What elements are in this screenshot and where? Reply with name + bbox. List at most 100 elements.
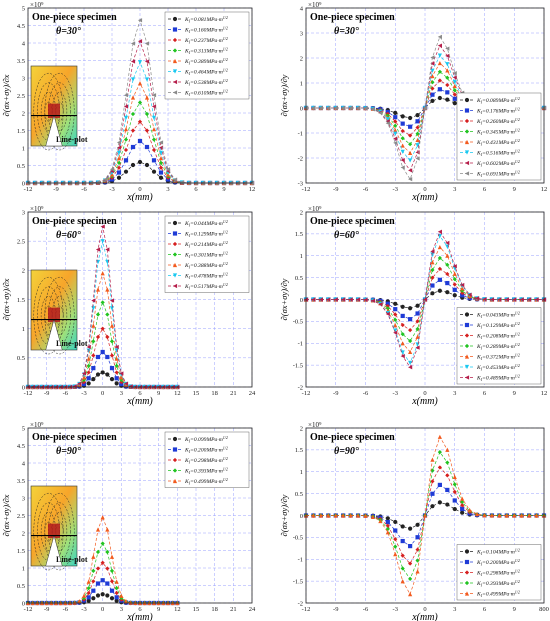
- data-point: [137, 100, 143, 105]
- legend-entry-label: KI=0.388MPa·m1/2: [184, 261, 228, 269]
- data-point: [311, 297, 316, 302]
- x-tick-label: -9: [333, 186, 338, 193]
- data-point: [123, 127, 129, 132]
- x-tick-label: -12: [302, 390, 311, 397]
- data-point: [415, 143, 420, 148]
- data-point: [105, 549, 110, 555]
- data-point: [452, 287, 457, 292]
- data-point: [95, 549, 101, 555]
- data-point: [474, 511, 480, 517]
- data-point: [116, 156, 122, 161]
- y-tick-label: -2: [298, 384, 303, 391]
- data-point: [415, 303, 420, 308]
- data-point: [123, 599, 129, 604]
- data-point: [114, 363, 119, 369]
- y-tick-label: 1.5: [17, 548, 25, 555]
- x-tick-label: 0: [138, 186, 141, 193]
- data-point: [504, 513, 509, 518]
- legend-entry-label: KI=0.208MPa·m1/2: [476, 332, 520, 340]
- y-tick-label: 2: [300, 425, 303, 432]
- legend-marker: [464, 570, 470, 575]
- data-point: [311, 513, 316, 518]
- data-point: [408, 177, 413, 182]
- x-tick-label: -3: [109, 186, 114, 193]
- x-tick-label: -12: [24, 606, 33, 613]
- data-point: [445, 82, 450, 88]
- y-tick-label: -1: [298, 341, 303, 348]
- data-point: [430, 491, 435, 496]
- data-point: [105, 593, 110, 598]
- x-tick-label: -3: [393, 390, 398, 397]
- legend-entry-label: KI=0.301MPa·m1/2: [184, 251, 228, 259]
- data-point: [400, 313, 405, 319]
- data-point: [408, 360, 413, 365]
- y-tick-label: 1.5: [295, 231, 303, 238]
- data-point: [393, 301, 398, 306]
- data-point: [130, 128, 136, 133]
- x-tick-label: 6: [194, 186, 198, 193]
- x-tick-label: 21: [230, 606, 237, 613]
- data-point: [130, 59, 136, 64]
- data-point: [452, 282, 457, 287]
- data-point: [363, 297, 368, 302]
- legend-marker: [464, 97, 470, 103]
- data-point: [81, 595, 87, 601]
- data-point: [445, 290, 450, 295]
- y-tick-label: 3: [22, 75, 25, 82]
- data-point: [114, 370, 119, 375]
- data-point: [114, 598, 119, 603]
- data-point: [95, 593, 101, 598]
- data-point: [91, 353, 96, 358]
- y-tick-label: 2.5: [17, 513, 25, 520]
- data-point: [445, 473, 450, 478]
- x-tick-label: 15: [193, 606, 200, 613]
- data-point: [415, 547, 420, 552]
- x-axis-label: x(mm): [411, 192, 438, 203]
- data-point: [81, 377, 87, 382]
- data-point: [95, 372, 101, 377]
- y-tick-label: 5: [22, 5, 25, 12]
- legend-marker: [172, 241, 178, 247]
- data-point: [437, 69, 442, 74]
- data-point: [130, 144, 136, 150]
- data-point: [393, 119, 398, 124]
- data-point: [482, 297, 487, 302]
- data-point: [445, 68, 450, 73]
- y-axis-label: ∂(σx+σy)/∂x: [1, 74, 11, 116]
- y-tick-label: 2.5: [17, 93, 25, 100]
- data-point: [437, 43, 442, 48]
- data-point: [151, 147, 157, 153]
- y-tick-label: 0: [22, 384, 25, 391]
- legend-marker: [172, 231, 178, 236]
- data-point: [445, 460, 450, 465]
- data-point: [512, 297, 517, 302]
- data-point: [105, 372, 110, 377]
- specimen-label: One-piece specimen: [310, 216, 395, 227]
- x-tick-label: 9: [157, 390, 160, 397]
- data-point: [415, 558, 420, 563]
- data-point: [400, 149, 405, 154]
- data-point: [109, 339, 115, 344]
- data-point: [86, 348, 91, 353]
- x-tick-label: -3: [81, 390, 86, 397]
- y-tick-label: 0: [300, 513, 303, 520]
- data-point: [437, 465, 442, 470]
- data-point: [393, 110, 398, 116]
- data-point: [430, 92, 435, 97]
- data-point: [144, 41, 150, 46]
- data-point: [452, 293, 457, 298]
- data-point: [400, 566, 405, 571]
- data-point: [527, 297, 532, 302]
- legend-marker: [464, 343, 470, 349]
- data-point: [341, 297, 346, 302]
- legend-marker: [172, 478, 178, 484]
- legend-entry-label: KI=0.043MPa·m1/2: [476, 311, 520, 319]
- data-point: [393, 328, 398, 333]
- chart-panel-bottom-left: -12 -9 -6 -3 0 3 6 9 12 15 18 21 24 0 0.5 1 1.5 2 2.5 3 3.5 4…: [1, 421, 256, 621]
- x-tick-label: 6: [483, 390, 487, 397]
- data-point: [393, 317, 398, 322]
- data-point: [333, 297, 338, 302]
- x-tick-label: 800: [539, 606, 549, 613]
- data-point: [91, 339, 96, 344]
- data-point: [460, 499, 465, 505]
